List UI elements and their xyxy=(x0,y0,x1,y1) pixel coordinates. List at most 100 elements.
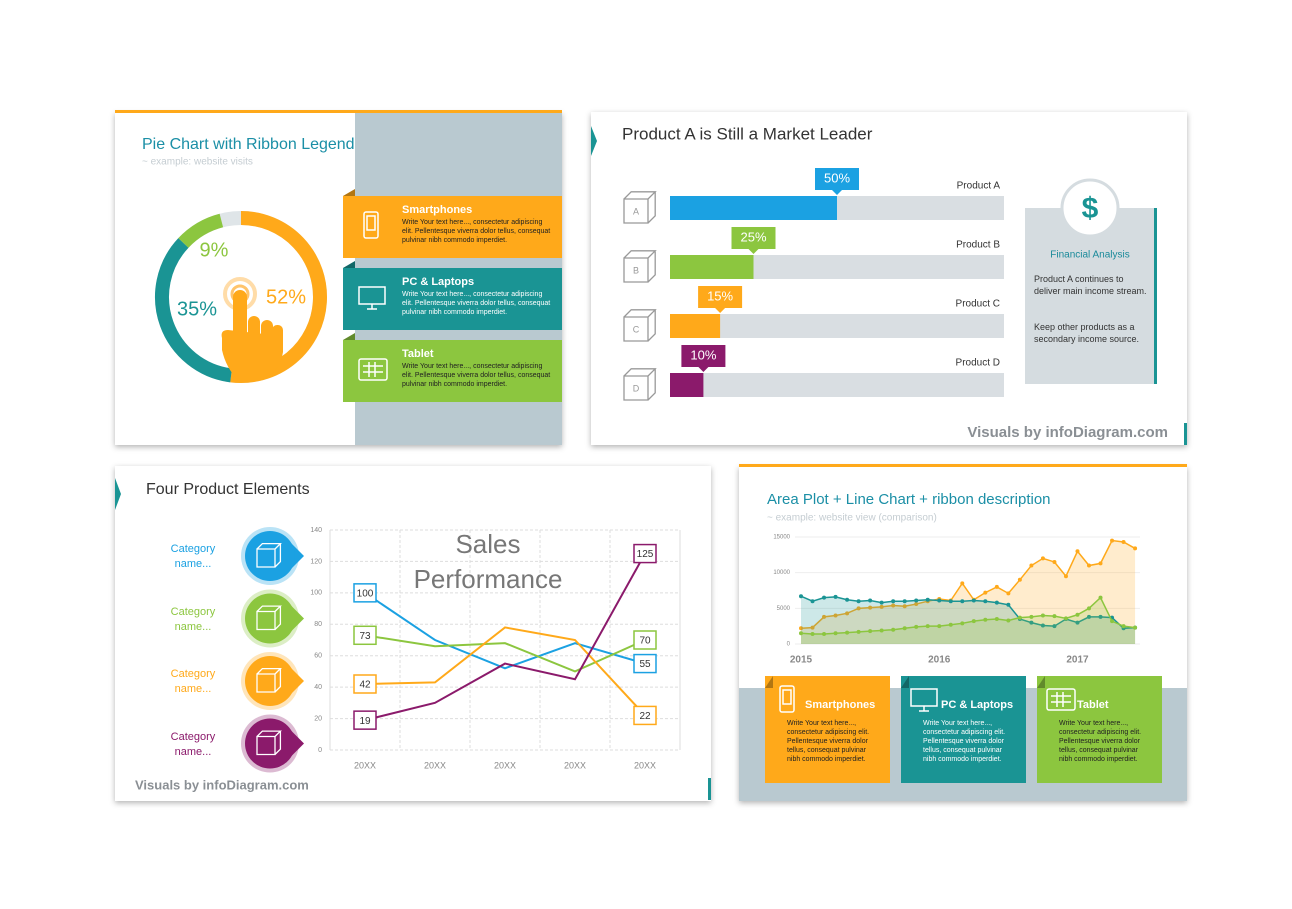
point xyxy=(914,624,919,629)
chart-title: Pie Chart with Ribbon Legend xyxy=(142,136,355,153)
point xyxy=(902,604,907,609)
legend-marker xyxy=(245,718,295,769)
category-label: Product A xyxy=(957,181,1001,192)
chart-title: Area Plot + Line Chart + ribbon descript… xyxy=(767,491,1051,508)
cube-icon xyxy=(623,309,657,342)
point xyxy=(1017,577,1022,582)
ribbon-text: Write Your text here..., consectetur adi… xyxy=(402,291,551,316)
icon xyxy=(358,358,388,381)
donut-segment xyxy=(178,213,224,248)
accent xyxy=(115,478,121,510)
y-tick-label: 20 xyxy=(314,715,322,722)
data-label: 19 xyxy=(359,716,371,727)
point xyxy=(960,581,965,586)
icon xyxy=(1051,692,1071,707)
x-tick-label: 2015 xyxy=(790,655,813,666)
legend-marker xyxy=(245,656,295,706)
value-label-box xyxy=(731,227,776,249)
value-label-pointer xyxy=(832,190,842,195)
icon xyxy=(363,362,383,377)
line xyxy=(364,592,646,670)
data-label-box xyxy=(353,710,377,730)
icon xyxy=(367,304,377,310)
point xyxy=(891,627,896,632)
point xyxy=(1006,602,1011,607)
ribbon xyxy=(765,676,890,783)
point xyxy=(879,604,884,609)
ribbon-fold xyxy=(1037,676,1045,688)
value-label: 52% xyxy=(266,286,306,308)
point xyxy=(1052,624,1057,629)
x-tick-label: 2017 xyxy=(1066,655,1089,666)
data-label-box xyxy=(633,630,657,650)
ribbon-fold xyxy=(343,333,355,340)
point xyxy=(1087,614,1091,619)
category-label: Product C xyxy=(956,299,1000,310)
point xyxy=(856,629,861,634)
point xyxy=(1029,620,1034,625)
icon xyxy=(363,211,379,239)
panel-symbol: $ xyxy=(1082,192,1099,225)
point xyxy=(810,599,815,604)
y-tick-label: 15000 xyxy=(773,535,790,541)
bar-track xyxy=(670,314,1004,338)
ribbon-text: Write Your text here..., consectetur adi… xyxy=(1059,720,1142,763)
point xyxy=(879,600,884,605)
point xyxy=(994,584,999,589)
point xyxy=(1121,624,1126,629)
point xyxy=(1006,618,1011,623)
y-tick-label: 10000 xyxy=(773,570,790,576)
point xyxy=(1087,563,1091,568)
chart-subtitle: ~ example: website visits xyxy=(142,157,253,168)
data-label-box xyxy=(633,543,657,564)
point xyxy=(868,605,873,610)
accent xyxy=(591,126,597,156)
legend-marker xyxy=(245,531,295,581)
accent xyxy=(708,778,711,800)
legend-label: Smartphones xyxy=(402,204,472,216)
point xyxy=(845,630,850,635)
point xyxy=(1121,539,1126,544)
donut-segment xyxy=(155,238,233,383)
point xyxy=(1017,615,1022,620)
point xyxy=(902,626,907,631)
ribbon xyxy=(343,268,562,330)
value-label-pointer xyxy=(698,367,709,372)
point xyxy=(948,599,953,604)
point xyxy=(1110,619,1115,624)
category-label: Product B xyxy=(956,240,1000,251)
bar-track xyxy=(670,373,1004,397)
legend-label: PC & Laptops xyxy=(941,699,1013,711)
chart-subtitle: ~ example: website view (comparison) xyxy=(767,513,937,524)
ribbon-text: Write Your text here..., consectetur adi… xyxy=(787,720,870,763)
icon xyxy=(919,706,929,712)
legend-label: Smartphones xyxy=(805,699,875,711)
ribbon-text: Write Your text here..., consectetur adi… xyxy=(402,363,551,388)
y-tick-label: 100 xyxy=(310,590,322,597)
y-tick-label: 120 xyxy=(310,558,322,565)
data-label: 55 xyxy=(639,659,651,670)
icon xyxy=(1046,688,1076,711)
cube-icon xyxy=(623,368,657,401)
data-label-box xyxy=(353,583,377,603)
cube-icon xyxy=(623,250,657,283)
ribbon-fold xyxy=(901,676,909,688)
point xyxy=(1029,563,1034,568)
slide xyxy=(115,466,711,801)
data-label: 73 xyxy=(359,631,371,642)
legend-marker xyxy=(245,593,295,644)
point xyxy=(1063,616,1068,621)
legend-label: Category name... xyxy=(170,668,216,695)
data-label: 70 xyxy=(639,636,651,647)
point xyxy=(1063,574,1068,579)
point xyxy=(914,598,919,603)
ribbon-fold xyxy=(765,676,773,688)
value-label-pointer xyxy=(748,249,759,254)
point xyxy=(1098,614,1103,619)
point xyxy=(799,631,803,636)
y-tick-label: 80 xyxy=(314,621,322,628)
cube-icon xyxy=(256,542,282,568)
point xyxy=(833,594,838,599)
point xyxy=(1133,546,1138,551)
